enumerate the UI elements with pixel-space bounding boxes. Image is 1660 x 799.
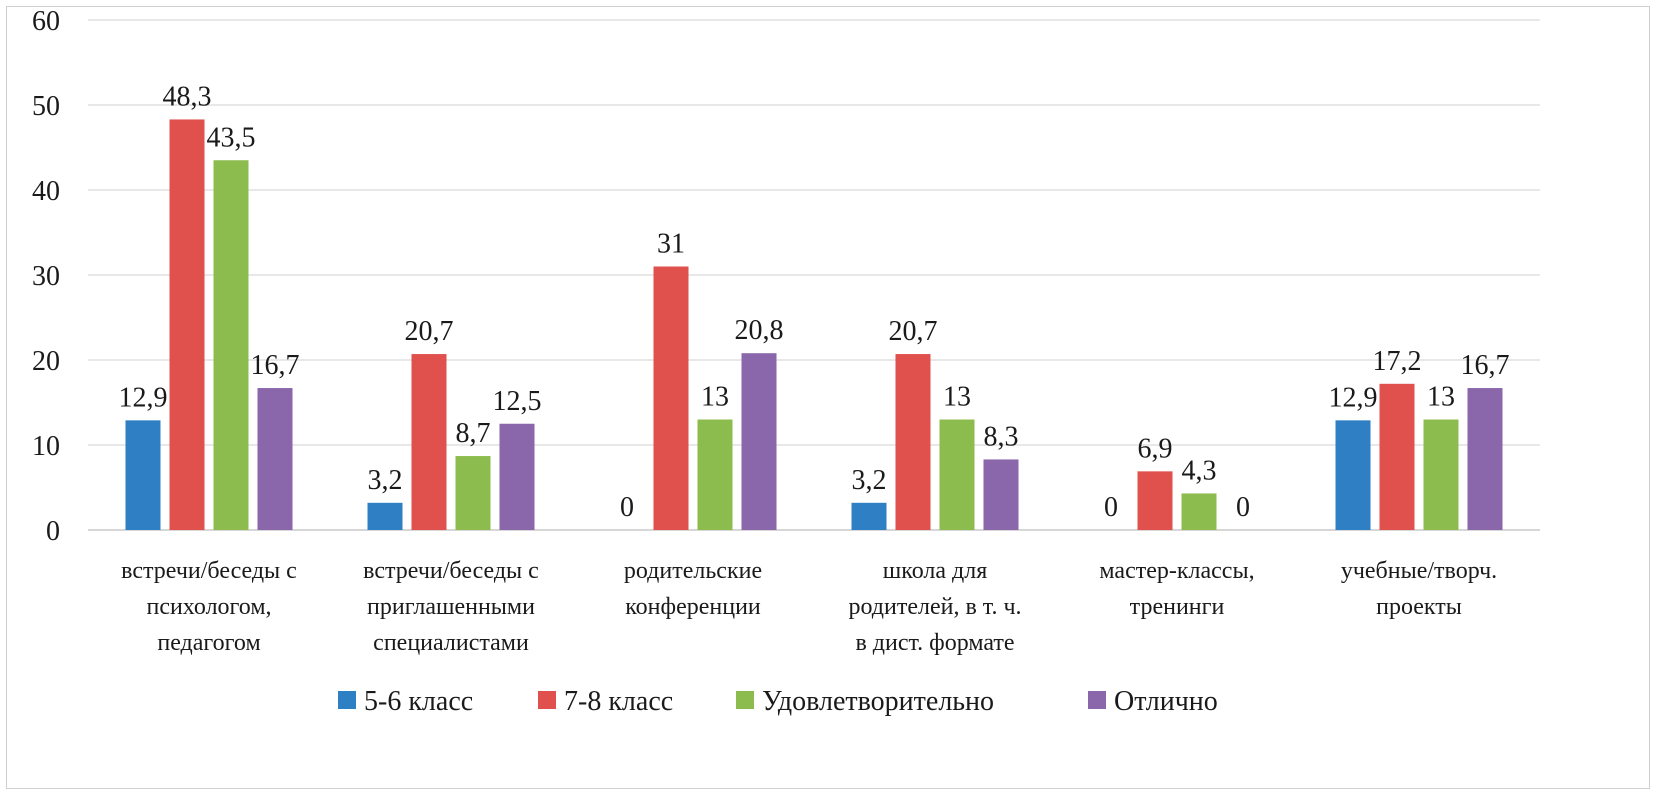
category-label: школа для родителей, в т. ч. в дист. форма… <box>848 558 1021 656</box>
bar <box>1137 471 1173 530</box>
y-tick-label: 10 <box>32 431 60 462</box>
category-label-line: психологом, <box>146 594 271 620</box>
bar <box>257 388 293 530</box>
data-label: 6,9 <box>1138 433 1173 464</box>
y-tick-label: 40 <box>32 176 60 207</box>
legend: 5-6 класс 7-8 класс Удовлетворительно Отлич… <box>338 686 1218 717</box>
category-label: учебные/творч. проекты <box>1341 558 1497 620</box>
data-label: 4,3 <box>1182 455 1217 486</box>
y-tick-label: 30 <box>32 261 60 292</box>
data-label: 31 <box>657 229 685 260</box>
data-label: 48,3 <box>163 81 212 112</box>
category-label-line: в дист. формате <box>855 630 1014 656</box>
bar <box>741 353 777 530</box>
category-label-line: встречи/беседы с <box>363 558 539 584</box>
category-label-line: школа для <box>883 558 987 584</box>
y-tick-label: 0 <box>46 516 60 547</box>
legend-label: 7-8 класс <box>564 686 673 717</box>
bar <box>1423 419 1459 530</box>
data-label: 12,9 <box>119 382 168 413</box>
bar <box>983 459 1019 530</box>
data-label: 16,7 <box>251 350 300 381</box>
bar <box>895 354 931 530</box>
data-label: 0 <box>1104 492 1118 523</box>
y-tick-label: 60 <box>32 6 60 37</box>
legend-swatch <box>538 691 556 709</box>
data-label: 13 <box>943 382 971 413</box>
legend-label: Удовлетворительно <box>762 686 994 717</box>
bar <box>939 419 975 530</box>
data-label: 8,3 <box>984 421 1019 452</box>
category-label-line: специалистами <box>373 630 529 656</box>
bar <box>367 502 403 530</box>
category-label-line: проекты <box>1376 594 1462 620</box>
data-label: 20,7 <box>405 316 454 347</box>
bar <box>169 119 205 530</box>
data-label: 12,5 <box>493 386 542 417</box>
data-label: 12,9 <box>1329 382 1378 413</box>
bar <box>499 423 535 530</box>
bar <box>455 456 491 530</box>
category-label-line: мастер-классы, <box>1099 558 1254 584</box>
category-label-line: родительские <box>624 558 762 584</box>
data-label: 16,7 <box>1461 350 1510 381</box>
bar <box>653 266 689 530</box>
data-label: 13 <box>1427 382 1455 413</box>
data-label: 43,5 <box>207 122 256 153</box>
bar <box>1379 383 1415 530</box>
data-label: 0 <box>1236 492 1250 523</box>
data-label: 13 <box>701 382 729 413</box>
gridlines <box>88 19 1540 531</box>
category-label-line: учебные/творч. <box>1341 558 1497 584</box>
category-label-line: приглашенными <box>367 594 535 620</box>
data-label: 20,7 <box>889 316 938 347</box>
x-axis: встречи/беседы с психологом, педагогомвстр… <box>121 558 1497 656</box>
bar <box>851 502 887 530</box>
data-label: 20,8 <box>735 315 784 346</box>
legend-swatch <box>1088 691 1106 709</box>
legend-swatch <box>338 691 356 709</box>
bar <box>1467 388 1503 530</box>
bar <box>213 160 249 530</box>
bar <box>1181 493 1217 530</box>
bar <box>1335 420 1371 530</box>
category-label: встречи/беседы с психологом, педагогом <box>121 558 297 656</box>
data-label: 8,7 <box>456 418 491 449</box>
legend-label: Отлично <box>1114 686 1218 717</box>
bar <box>697 419 733 530</box>
y-axis: 0 10 20 30 40 50 60 <box>32 6 60 547</box>
bar <box>411 354 447 530</box>
y-tick-label: 20 <box>32 346 60 377</box>
legend-swatch <box>736 691 754 709</box>
data-label: 3,2 <box>368 465 403 496</box>
category-label: родительские конференции <box>624 558 762 620</box>
category-label-line: тренинги <box>1130 594 1225 620</box>
category-label: мастер-классы, тренинги <box>1099 558 1254 620</box>
data-label: 3,2 <box>852 465 887 496</box>
category-label: встречи/беседы с приглашенными специалиста… <box>363 558 539 656</box>
category-label-line: конференции <box>625 594 761 620</box>
legend-label: 5-6 класс <box>364 686 473 717</box>
y-tick-label: 50 <box>32 91 60 122</box>
bars <box>125 119 1503 530</box>
data-label: 0 <box>620 492 634 523</box>
bar <box>125 420 161 530</box>
category-label-line: встречи/беседы с <box>121 558 297 584</box>
category-label-line: педагогом <box>157 630 260 656</box>
data-label: 17,2 <box>1373 346 1422 377</box>
data-labels: 12,9 48,3 43,5 16,7 3,2 20,7 8,712,5 0 31 13 20,8 3… <box>119 81 1510 523</box>
category-label-line: родителей, в т. ч. <box>848 594 1021 620</box>
